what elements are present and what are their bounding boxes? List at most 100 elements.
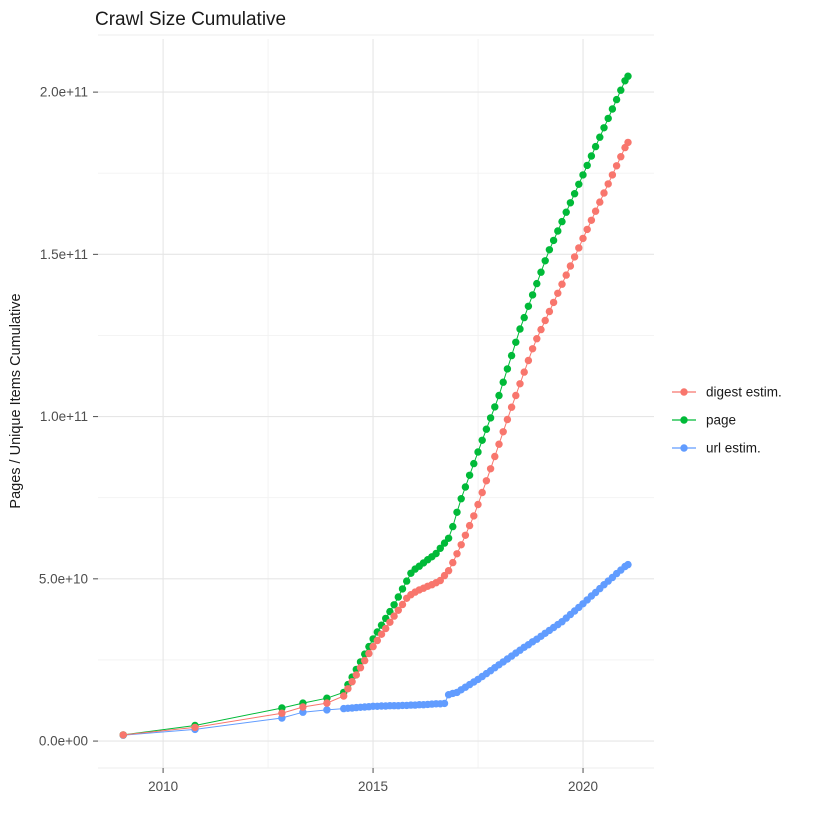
data-point	[549, 298, 558, 307]
data-point	[520, 313, 528, 322]
data-point	[583, 161, 591, 170]
y-tick-label: 1.0e+11	[40, 409, 88, 424]
x-tick-label: 2015	[358, 779, 388, 794]
data-point	[604, 114, 612, 123]
data-point	[482, 425, 491, 433]
data-series	[119, 72, 632, 739]
data-point	[528, 291, 537, 299]
data-point	[624, 138, 632, 147]
data-point	[495, 391, 503, 400]
data-point	[554, 289, 562, 297]
legend-label: page	[706, 413, 736, 428]
data-point	[600, 189, 608, 197]
data-point	[377, 630, 386, 638]
data-point	[512, 391, 520, 400]
data-point	[436, 576, 444, 585]
data-point	[617, 86, 625, 94]
data-point	[461, 483, 470, 491]
data-point	[444, 567, 453, 575]
axis-ticks: 2010 2015 2020 0.0e+00 5.0e+10 1.0e+11 1.5e+11…	[39, 85, 598, 794]
data-point	[537, 325, 545, 334]
data-point	[474, 448, 482, 456]
data-point	[562, 208, 570, 216]
data-point	[579, 234, 587, 243]
data-point	[478, 488, 486, 497]
data-point	[558, 217, 566, 226]
data-point	[478, 436, 486, 444]
data-point	[440, 539, 449, 547]
data-point	[507, 351, 516, 360]
data-point	[583, 225, 591, 234]
data-point	[398, 600, 407, 609]
data-point	[323, 706, 331, 714]
data-point	[323, 699, 331, 707]
data-point	[386, 618, 394, 626]
data-point	[566, 199, 575, 207]
series-line-url-estim-	[123, 564, 629, 736]
data-point	[587, 152, 596, 160]
legend-key-dot	[680, 388, 688, 396]
data-point	[624, 72, 632, 80]
data-point	[390, 601, 398, 609]
data-point	[340, 692, 348, 700]
data-point	[465, 471, 474, 479]
data-point	[403, 577, 411, 585]
data-point	[453, 508, 461, 516]
data-point	[361, 656, 369, 665]
data-point	[482, 477, 491, 485]
data-point	[444, 534, 453, 542]
data-point	[503, 415, 512, 424]
y-tick-label: 2.0e+11	[40, 85, 88, 100]
data-point	[461, 531, 470, 539]
data-point	[587, 216, 596, 224]
data-point	[503, 365, 512, 373]
data-point	[440, 571, 449, 580]
legend-key-dot	[680, 444, 688, 452]
data-point	[394, 593, 402, 601]
data-point	[545, 246, 554, 254]
data-point	[352, 671, 360, 679]
data-point	[524, 356, 533, 365]
data-point	[516, 325, 524, 333]
data-point	[373, 636, 381, 645]
y-tick-label: 0.0e+00	[39, 734, 88, 749]
legend-item-url-estim-: url estim.	[672, 441, 761, 456]
data-point	[507, 403, 516, 411]
data-point	[554, 227, 562, 235]
data-point	[575, 180, 583, 188]
data-point	[617, 153, 625, 161]
data-point	[486, 414, 495, 422]
y-tick-label: 5.0e+10	[39, 571, 88, 586]
data-point	[520, 368, 528, 376]
legend: digest estim. page url estim.	[672, 385, 782, 456]
data-point	[562, 271, 570, 279]
data-point	[528, 345, 537, 353]
data-point	[608, 171, 617, 179]
x-tick-label: 2010	[148, 779, 178, 794]
data-point	[398, 585, 407, 593]
series-line-page	[123, 75, 629, 736]
gridlines	[98, 34, 654, 769]
data-point	[608, 105, 617, 113]
data-point	[541, 257, 549, 265]
data-point	[549, 236, 558, 245]
data-point	[299, 703, 307, 711]
data-point	[382, 624, 390, 633]
data-point	[491, 403, 499, 411]
data-point	[495, 440, 503, 448]
data-point	[612, 162, 621, 170]
data-point	[486, 465, 495, 473]
legend-label: url estim.	[706, 441, 761, 456]
data-point	[344, 685, 352, 693]
data-point	[348, 678, 356, 686]
data-point	[537, 268, 545, 276]
data-point	[191, 723, 199, 732]
data-point	[570, 190, 579, 198]
data-point	[499, 378, 507, 386]
data-point	[453, 550, 461, 558]
data-point	[533, 279, 541, 288]
legend-key-dot	[680, 416, 688, 424]
data-point	[541, 316, 549, 325]
data-point	[545, 307, 554, 316]
legend-label: digest estim.	[706, 385, 782, 400]
